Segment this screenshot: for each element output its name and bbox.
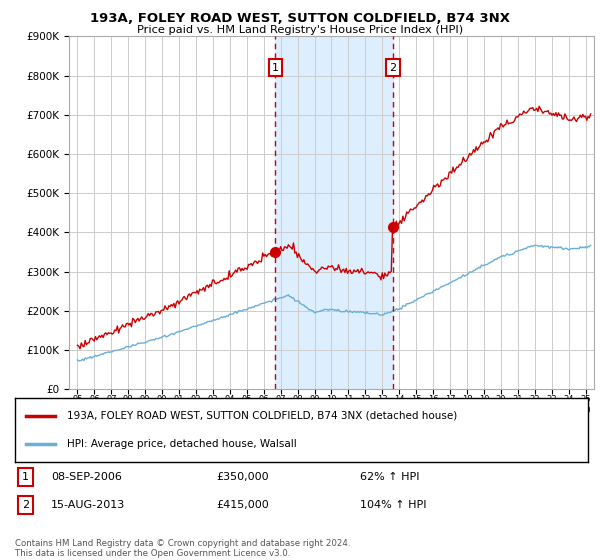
Text: 193A, FOLEY ROAD WEST, SUTTON COLDFIELD, B74 3NX (detached house): 193A, FOLEY ROAD WEST, SUTTON COLDFIELD,… — [67, 410, 457, 421]
Text: 193A, FOLEY ROAD WEST, SUTTON COLDFIELD, B74 3NX: 193A, FOLEY ROAD WEST, SUTTON COLDFIELD,… — [90, 12, 510, 25]
Text: 2: 2 — [22, 500, 29, 510]
Text: 1: 1 — [22, 472, 29, 482]
Text: Contains HM Land Registry data © Crown copyright and database right 2024.
This d: Contains HM Land Registry data © Crown c… — [15, 539, 350, 558]
Text: 104% ↑ HPI: 104% ↑ HPI — [360, 500, 427, 510]
Text: HPI: Average price, detached house, Walsall: HPI: Average price, detached house, Wals… — [67, 439, 296, 449]
Text: 15-AUG-2013: 15-AUG-2013 — [51, 500, 125, 510]
Text: Price paid vs. HM Land Registry's House Price Index (HPI): Price paid vs. HM Land Registry's House … — [137, 25, 463, 35]
Text: 62% ↑ HPI: 62% ↑ HPI — [360, 472, 419, 482]
Text: £415,000: £415,000 — [216, 500, 269, 510]
Text: 1: 1 — [272, 63, 279, 73]
Text: 08-SEP-2006: 08-SEP-2006 — [51, 472, 122, 482]
Bar — [275, 36, 393, 389]
Text: £350,000: £350,000 — [216, 472, 269, 482]
Text: 2: 2 — [389, 63, 397, 73]
